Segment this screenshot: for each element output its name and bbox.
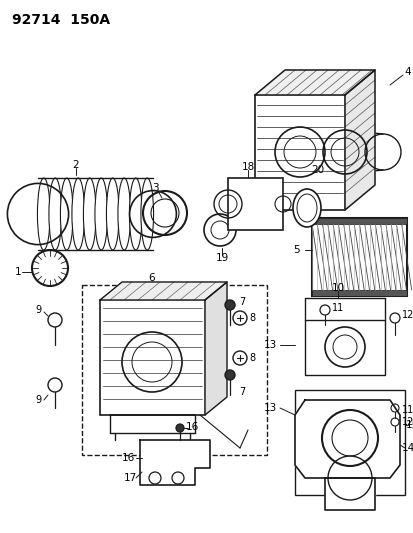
- Ellipse shape: [292, 189, 320, 227]
- Bar: [311, 218, 406, 296]
- Circle shape: [224, 300, 235, 310]
- Text: 12: 12: [401, 417, 413, 427]
- Ellipse shape: [72, 178, 84, 250]
- Text: 1: 1: [14, 267, 21, 277]
- Text: 16: 16: [185, 422, 198, 432]
- Text: 8: 8: [248, 353, 254, 363]
- Text: 6: 6: [148, 273, 155, 283]
- Ellipse shape: [37, 178, 50, 250]
- Ellipse shape: [95, 178, 107, 250]
- Ellipse shape: [140, 178, 153, 250]
- Text: 4: 4: [404, 67, 411, 77]
- Text: 15: 15: [404, 420, 413, 430]
- Ellipse shape: [118, 178, 130, 250]
- Ellipse shape: [60, 178, 73, 250]
- Text: 13: 13: [263, 340, 276, 350]
- Polygon shape: [344, 70, 374, 210]
- Ellipse shape: [83, 178, 96, 250]
- Text: 10: 10: [331, 283, 344, 293]
- Circle shape: [176, 424, 183, 432]
- Polygon shape: [204, 282, 226, 415]
- Text: 13: 13: [263, 403, 276, 413]
- Polygon shape: [140, 440, 209, 485]
- Text: 7: 7: [238, 387, 244, 397]
- Bar: [100, 300, 204, 415]
- Bar: [311, 290, 406, 296]
- Polygon shape: [254, 70, 374, 95]
- Text: 92714  150A: 92714 150A: [12, 13, 110, 27]
- Text: 2: 2: [73, 160, 79, 170]
- Text: 14: 14: [401, 443, 413, 453]
- Text: 9: 9: [35, 395, 41, 405]
- Text: 18: 18: [241, 162, 254, 172]
- Bar: [294, 390, 404, 495]
- Text: 7: 7: [238, 297, 244, 307]
- Polygon shape: [304, 320, 384, 375]
- Bar: [82, 285, 266, 455]
- Text: 19: 19: [215, 253, 228, 263]
- Text: 17: 17: [123, 473, 136, 483]
- Ellipse shape: [129, 178, 142, 250]
- Text: 12: 12: [401, 310, 413, 320]
- Ellipse shape: [49, 178, 62, 250]
- Bar: [254, 95, 344, 210]
- Circle shape: [224, 370, 235, 380]
- Text: 16: 16: [121, 453, 134, 463]
- Polygon shape: [324, 478, 374, 510]
- Polygon shape: [100, 282, 226, 300]
- Text: 5: 5: [293, 245, 299, 255]
- Ellipse shape: [106, 178, 119, 250]
- Polygon shape: [294, 400, 399, 478]
- Text: 8: 8: [248, 313, 254, 323]
- Bar: [311, 218, 406, 224]
- Text: 20: 20: [311, 165, 324, 175]
- Bar: [228, 178, 282, 230]
- Text: 11: 11: [401, 405, 413, 415]
- Text: 9: 9: [35, 305, 41, 315]
- Text: 3: 3: [151, 183, 158, 193]
- Text: 11: 11: [331, 303, 343, 313]
